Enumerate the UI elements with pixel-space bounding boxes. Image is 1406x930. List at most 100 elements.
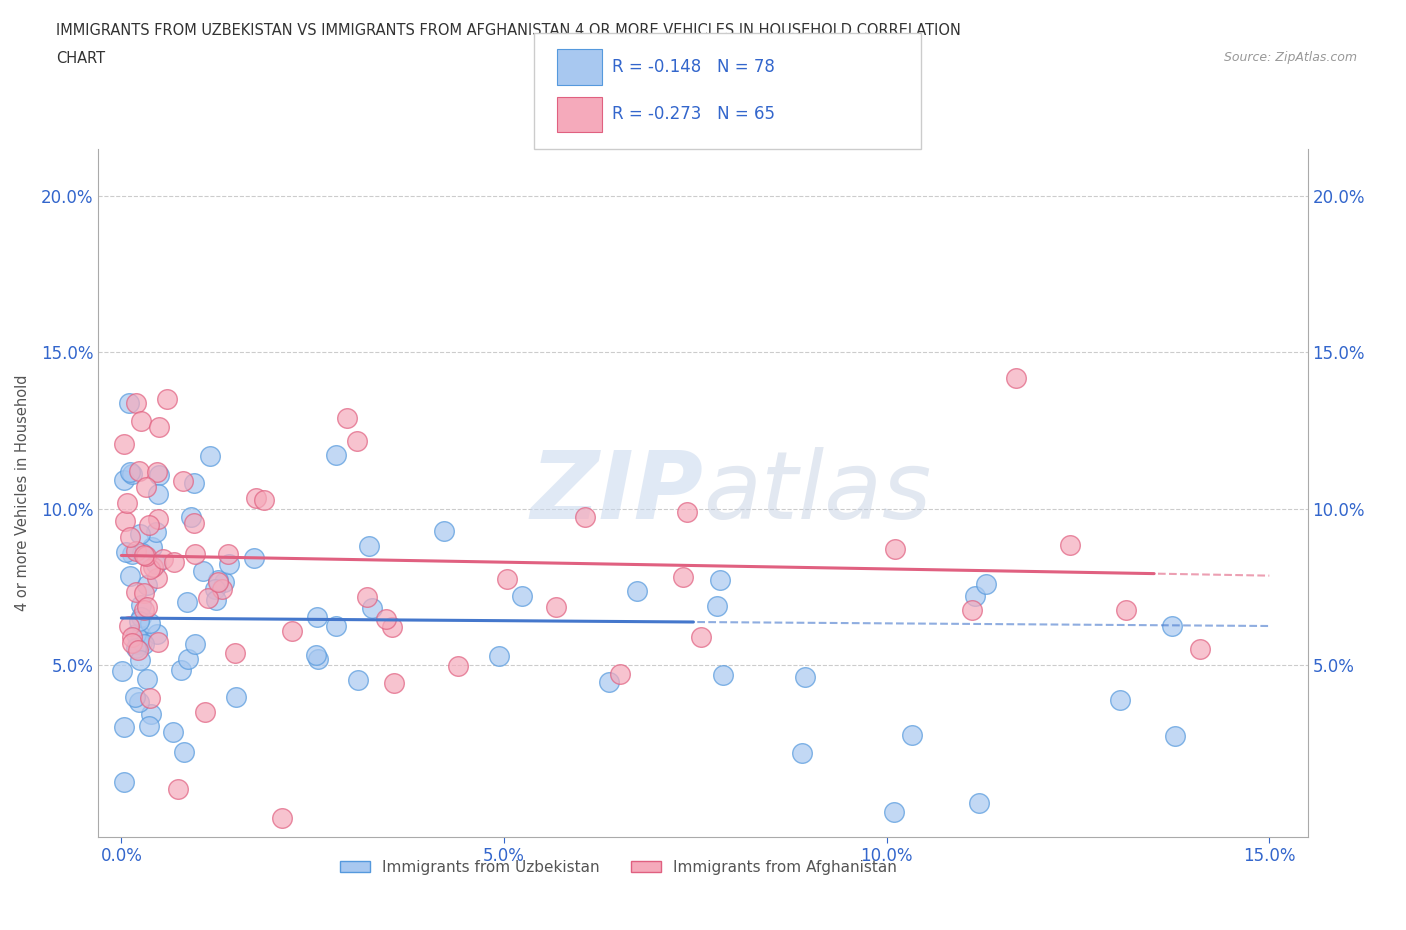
Point	[901, 727, 924, 742]
Point	[129, 598, 152, 613]
Point	[142, 560, 165, 575]
Point	[112, 720, 135, 735]
Text: Source: ZipAtlas.com: Source: ZipAtlas.com	[1223, 51, 1357, 64]
Point	[136, 599, 159, 614]
Point	[138, 517, 160, 532]
Point	[217, 547, 239, 562]
Point	[124, 640, 146, 655]
Point	[384, 676, 406, 691]
Point	[125, 585, 148, 600]
Point	[1188, 642, 1211, 657]
Point	[325, 618, 347, 633]
Point	[145, 557, 167, 572]
Point	[1005, 371, 1028, 386]
Point	[131, 545, 153, 560]
Point	[127, 643, 149, 658]
Point	[1108, 693, 1130, 708]
Point	[211, 582, 233, 597]
Point	[145, 571, 167, 586]
Point	[218, 557, 240, 572]
Point	[146, 635, 169, 650]
Point	[180, 510, 202, 525]
Point	[689, 630, 711, 644]
Point	[790, 746, 813, 761]
Point	[359, 539, 381, 554]
Point	[125, 626, 148, 641]
Point	[120, 464, 142, 479]
Text: R = -0.148   N = 78: R = -0.148 N = 78	[612, 59, 775, 76]
Point	[131, 634, 153, 649]
Point	[963, 589, 986, 604]
Point	[197, 591, 219, 605]
Point	[375, 612, 398, 627]
Point	[346, 673, 368, 688]
Point	[118, 569, 141, 584]
Point	[128, 614, 150, 629]
Point	[176, 594, 198, 609]
Point	[111, 663, 134, 678]
Point	[139, 561, 162, 576]
Point	[134, 602, 156, 617]
Point	[969, 795, 991, 810]
Point	[124, 395, 146, 410]
Text: atlas: atlas	[703, 447, 931, 538]
Point	[381, 620, 404, 635]
Point	[183, 515, 205, 530]
Point	[134, 636, 156, 651]
Point	[307, 652, 329, 667]
Point	[243, 551, 266, 565]
Point	[205, 592, 228, 607]
Point	[883, 805, 905, 820]
Point	[245, 490, 267, 505]
Point	[225, 689, 247, 704]
Point	[112, 775, 135, 790]
Point	[145, 525, 167, 539]
Point	[1115, 603, 1137, 618]
Point	[170, 662, 193, 677]
Point	[672, 570, 695, 585]
Text: IMMIGRANTS FROM UZBEKISTAN VS IMMIGRANTS FROM AFGHANISTAN 4 OR MORE VEHICLES IN : IMMIGRANTS FROM UZBEKISTAN VS IMMIGRANTS…	[56, 23, 962, 38]
Point	[139, 690, 162, 705]
Point	[184, 636, 207, 651]
Point	[960, 602, 983, 617]
Point	[128, 695, 150, 710]
Point	[114, 513, 136, 528]
Point	[356, 590, 378, 604]
Point	[136, 671, 159, 686]
Point	[121, 467, 143, 482]
Point	[183, 475, 205, 490]
Point	[120, 530, 142, 545]
Point	[115, 544, 138, 559]
Point	[135, 549, 157, 564]
Point	[305, 609, 328, 624]
Point	[128, 464, 150, 479]
Point	[129, 414, 152, 429]
Point	[135, 479, 157, 494]
Point	[173, 744, 195, 759]
Point	[280, 624, 302, 639]
Point	[709, 573, 731, 588]
Point	[138, 719, 160, 734]
Point	[706, 599, 728, 614]
Point	[127, 636, 149, 651]
Point	[433, 524, 456, 538]
Y-axis label: 4 or more Vehicles in Household: 4 or more Vehicles in Household	[15, 375, 30, 611]
Point	[510, 589, 533, 604]
Point	[598, 674, 620, 689]
Point	[675, 504, 697, 519]
Point	[271, 811, 294, 826]
Point	[121, 635, 143, 650]
Point	[112, 472, 135, 487]
Point	[141, 539, 163, 554]
Point	[145, 465, 167, 480]
Point	[129, 526, 152, 541]
Point	[609, 666, 631, 681]
Point	[253, 493, 276, 508]
Point	[204, 581, 226, 596]
Point	[124, 689, 146, 704]
Point	[325, 447, 347, 462]
Point	[361, 600, 384, 615]
Point	[132, 548, 155, 563]
Point	[184, 546, 207, 561]
Point	[546, 600, 568, 615]
